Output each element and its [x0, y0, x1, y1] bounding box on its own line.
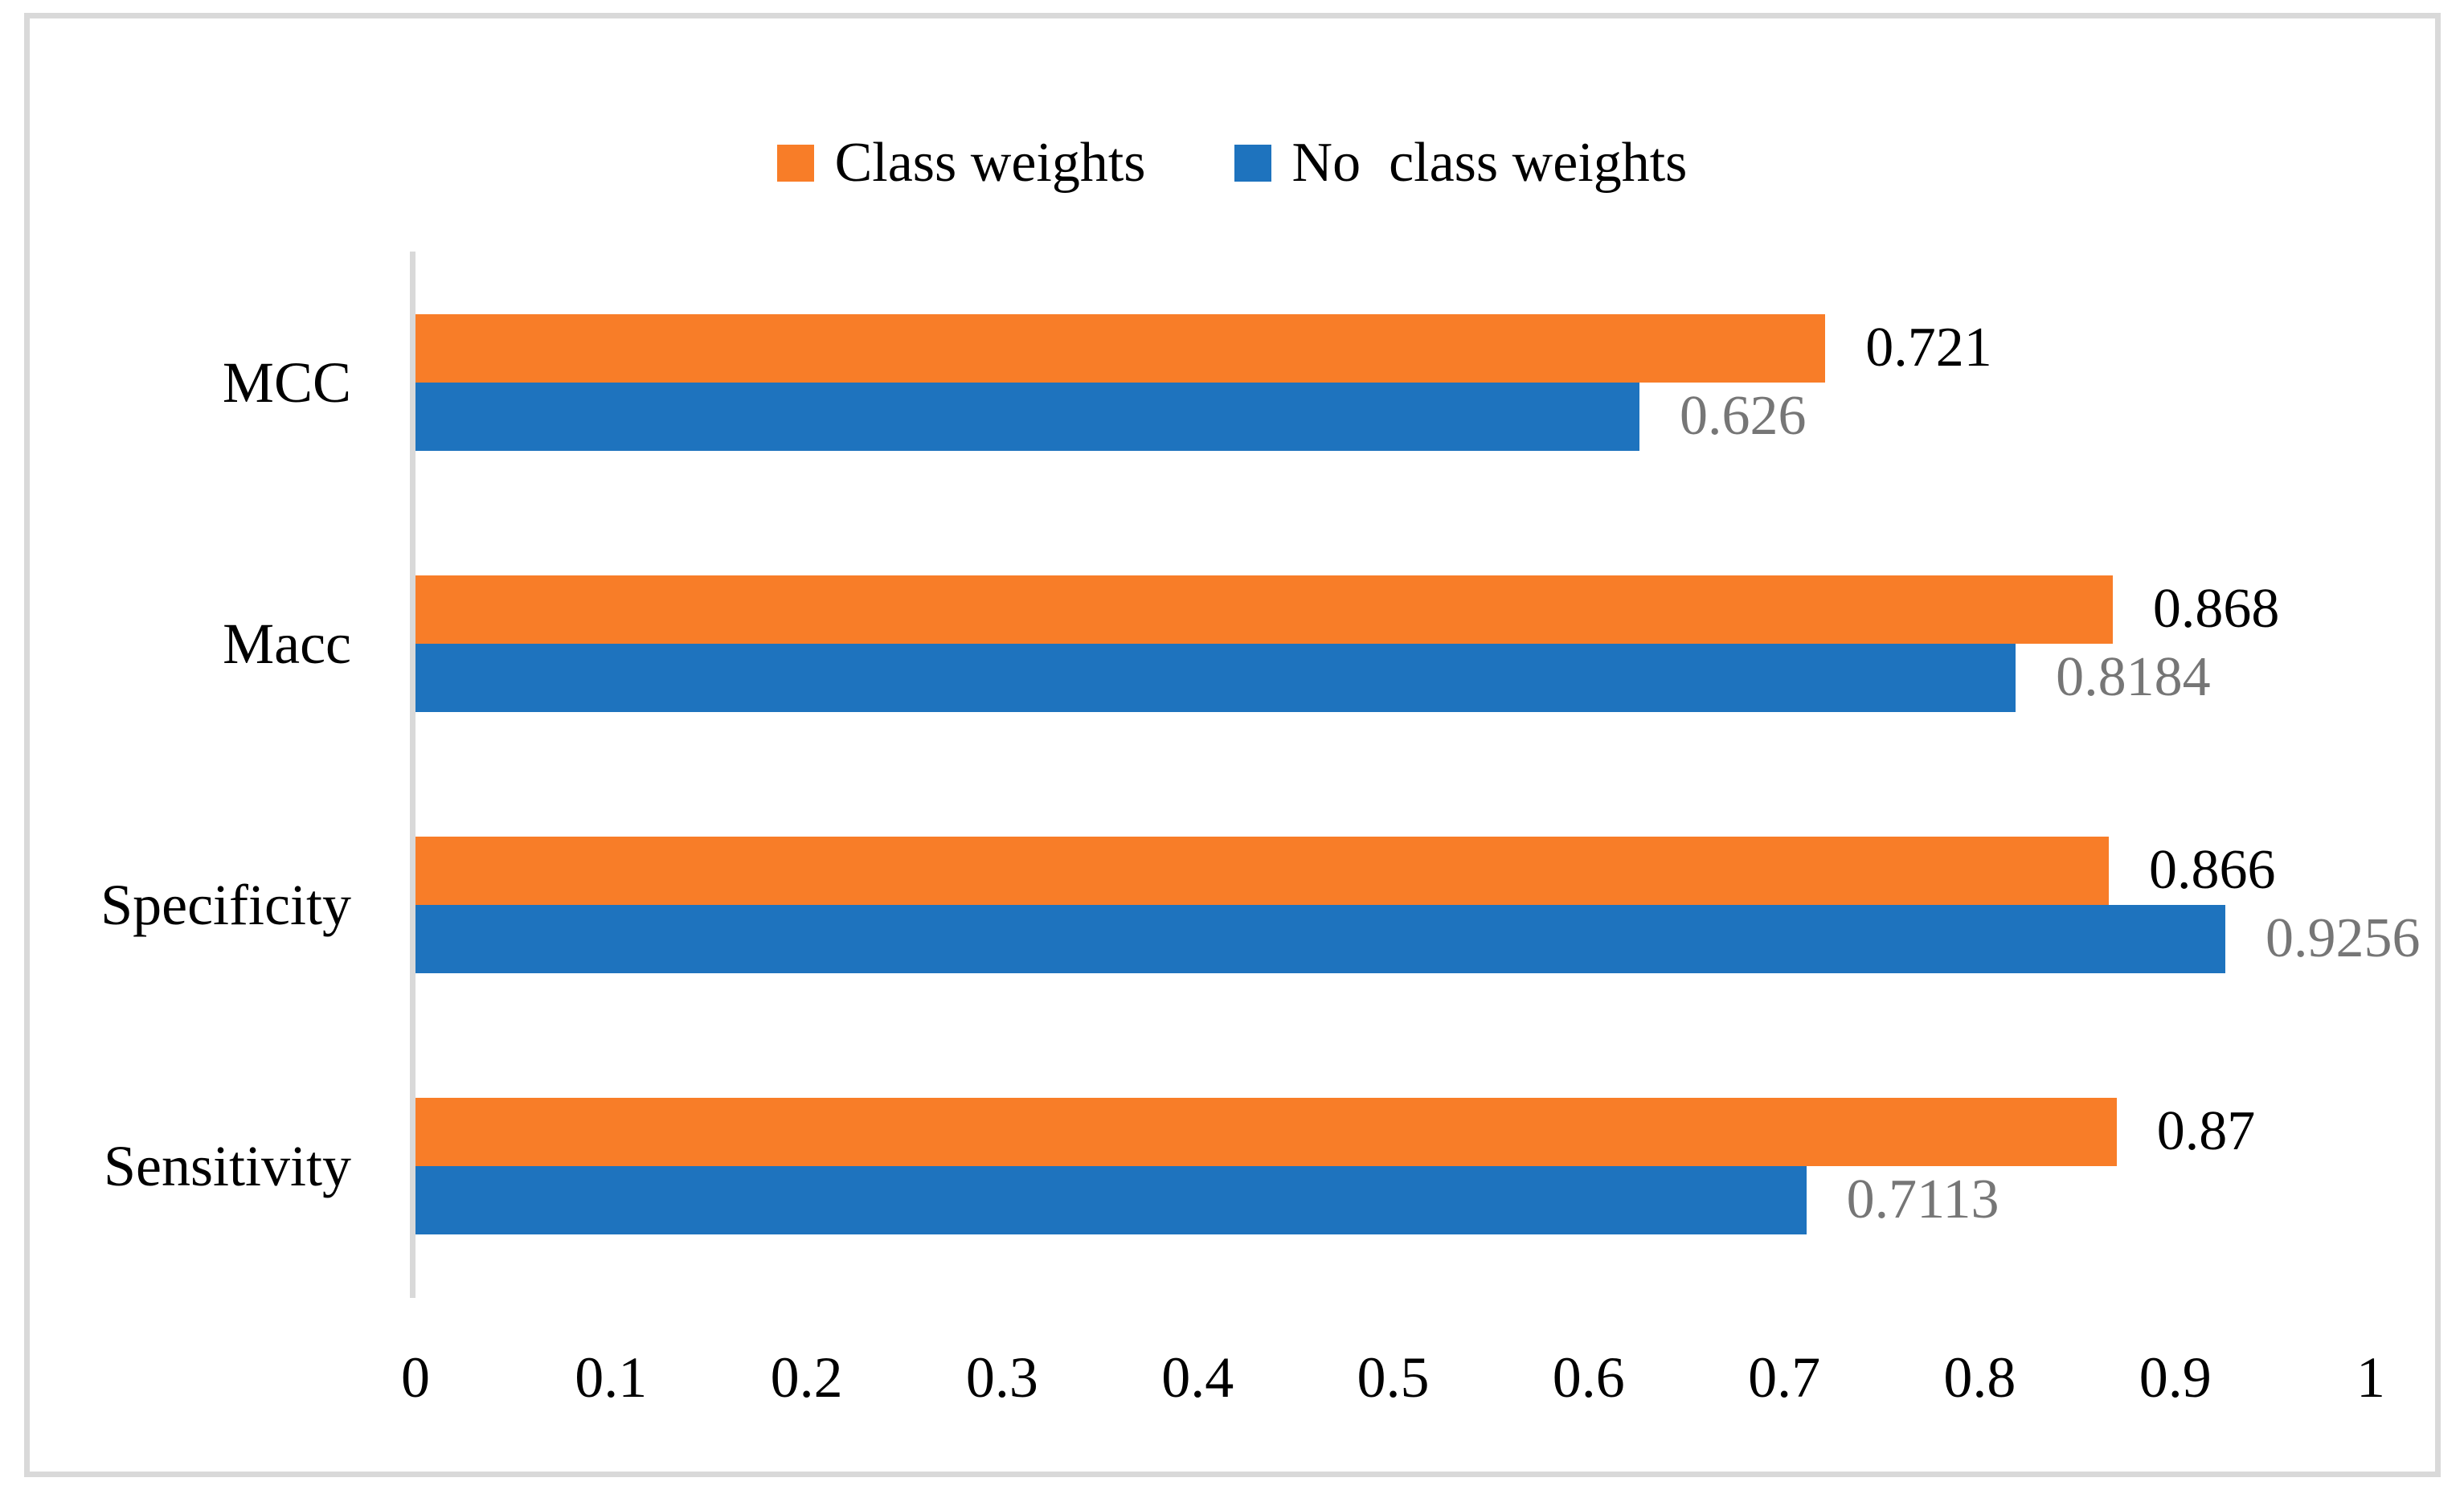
bar-no-class-weights: [415, 643, 2016, 712]
data-label: 0.866: [2148, 839, 2276, 901]
x-tick-label: 0.7: [1748, 1345, 1821, 1410]
data-label: 0.8184: [2056, 646, 2211, 708]
bar-class-weights: [415, 836, 2109, 905]
y-axis-line: [410, 252, 415, 1298]
x-tick-label: 0.1: [575, 1345, 648, 1410]
data-label: 0.7113: [1846, 1169, 1999, 1230]
plot-area: MCC 0.721 0.626 Macc 0.868 0.8184 Specificity 0…: [100, 252, 2420, 1296]
legend-label: Class weights: [834, 132, 1146, 194]
legend-swatch-blue-icon: [1234, 145, 1271, 182]
x-tick-label: 0.8: [1943, 1345, 2016, 1410]
x-tick-label: 0.5: [1357, 1345, 1430, 1410]
x-axis-tick-labels: 0 0.1 0.2 0.3 0.4 0.5 0.6 0.7 0.8 0.9 1: [401, 1345, 2385, 1429]
legend-label: No class weights: [1291, 132, 1688, 194]
bar-no-class-weights: [415, 382, 1640, 451]
bar-class-weights: [415, 313, 1826, 383]
bar-line: 0.868: [415, 575, 2371, 644]
bar-class-weights: [415, 1097, 2117, 1166]
category-label: Macc: [223, 611, 351, 676]
legend-item-no-class-weights: No class weights: [1234, 132, 1688, 194]
data-label: 0.721: [1865, 317, 1992, 379]
x-tick-label: 0.3: [965, 1345, 1038, 1410]
bar-group-macc: Macc 0.868 0.8184: [223, 513, 2371, 774]
bar-line: 0.626: [415, 382, 2371, 451]
x-tick-label: 0.6: [1552, 1345, 1625, 1410]
bar-line: 0.866: [415, 836, 2371, 905]
data-label: 0.9256: [2265, 907, 2421, 969]
chart-legend: Class weights No class weights: [0, 135, 2464, 191]
bar-no-class-weights: [415, 904, 2225, 973]
legend-swatch-orange-icon: [776, 145, 814, 182]
bar-line: 0.721: [415, 313, 2371, 383]
data-label: 0.868: [2152, 578, 2280, 640]
legend-item-class-weights: Class weights: [776, 132, 1146, 194]
bar-line: 0.9256: [415, 904, 2420, 973]
x-tick-label: 0.4: [1161, 1345, 1234, 1410]
category-label: Specificity: [100, 872, 351, 937]
bar-class-weights: [415, 575, 2113, 644]
x-tick-label: 1: [2356, 1345, 2385, 1410]
bar-group-specificity: Specificity 0.866 0.9256: [100, 774, 2420, 1035]
x-tick-label: 0.9: [2139, 1345, 2212, 1410]
x-tick-label: 0.2: [770, 1345, 843, 1410]
bar-line: 0.8184: [415, 643, 2371, 712]
bar-group-sensitivity: Sensitivity 0.87 0.7113: [104, 1035, 2371, 1296]
category-label: MCC: [222, 350, 351, 415]
bar-line: 0.7113: [415, 1165, 2371, 1234]
x-tick-label: 0: [401, 1345, 430, 1410]
bar-line: 0.87: [415, 1097, 2371, 1166]
bar-group-mcc: MCC 0.721 0.626: [223, 252, 2371, 513]
data-label: 0.87: [2156, 1100, 2256, 1162]
category-label: Sensitivity: [103, 1133, 351, 1198]
data-label: 0.626: [1680, 385, 1807, 447]
bar-no-class-weights: [415, 1165, 1807, 1234]
